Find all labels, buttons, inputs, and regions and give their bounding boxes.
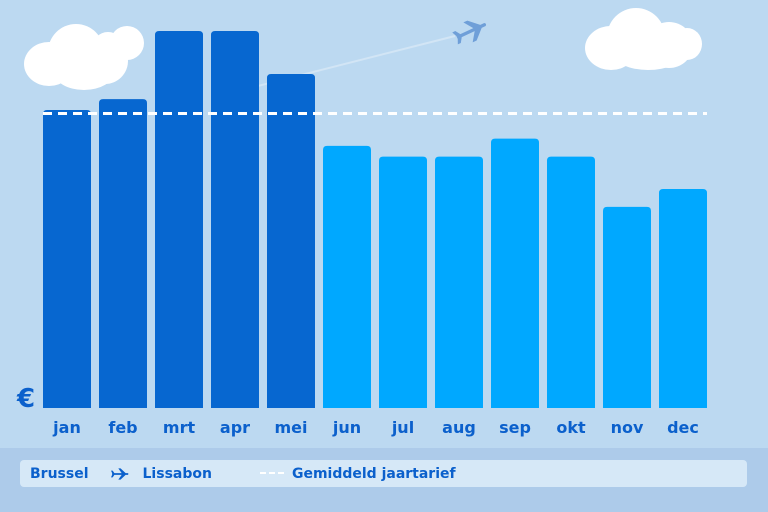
x-tick-label-jun: jun: [332, 418, 361, 437]
bar-jun: [323, 145, 371, 408]
legend-average-label: Gemiddeld jaartarief: [291, 465, 456, 482]
bar-apr: [211, 30, 259, 408]
bar-sep: [491, 138, 539, 408]
x-tick-label-apr: apr: [220, 418, 250, 437]
x-tick-label-okt: okt: [556, 418, 586, 437]
x-tick-label-dec: dec: [667, 418, 699, 437]
bar-jul: [379, 156, 427, 408]
x-tick-label-nov: nov: [611, 418, 644, 437]
y-axis-label: €: [16, 384, 35, 414]
bar-mrt: [155, 30, 203, 408]
airplane-icon: [110, 467, 128, 480]
bar-nov: [603, 206, 651, 408]
airplane-icon: [452, 20, 487, 45]
bars-layer: [43, 30, 707, 409]
bar-dec: [659, 188, 707, 408]
x-tick-label-mrt: mrt: [163, 418, 196, 437]
cloud-right: [585, 8, 705, 70]
x-tick-label-jan: jan: [52, 418, 81, 437]
x-tick-label-aug: aug: [442, 418, 476, 437]
cloud-right-small: [672, 28, 712, 64]
bar-jan: [43, 109, 91, 409]
x-tick-labels: jan feb mrt apr mei jun jul aug sep okt nov dec: [52, 418, 699, 437]
legend-average-dash: [259, 471, 284, 476]
bar-okt: [547, 156, 595, 408]
bar-aug: [435, 156, 483, 408]
bar-mei: [267, 74, 315, 408]
x-tick-label-jul: jul: [391, 418, 414, 437]
x-tick-label-feb: feb: [108, 418, 137, 437]
legend: Brussel Lissabon Gemiddeld jaartarief: [20, 460, 747, 487]
legend-origin: Brussel: [30, 465, 89, 482]
x-tick-label-mei: mei: [274, 418, 307, 437]
legend-destination: Lissabon: [142, 465, 212, 482]
cloud-small: [88, 26, 148, 66]
x-tick-label-sep: sep: [499, 418, 531, 437]
bar-feb: [99, 99, 147, 408]
